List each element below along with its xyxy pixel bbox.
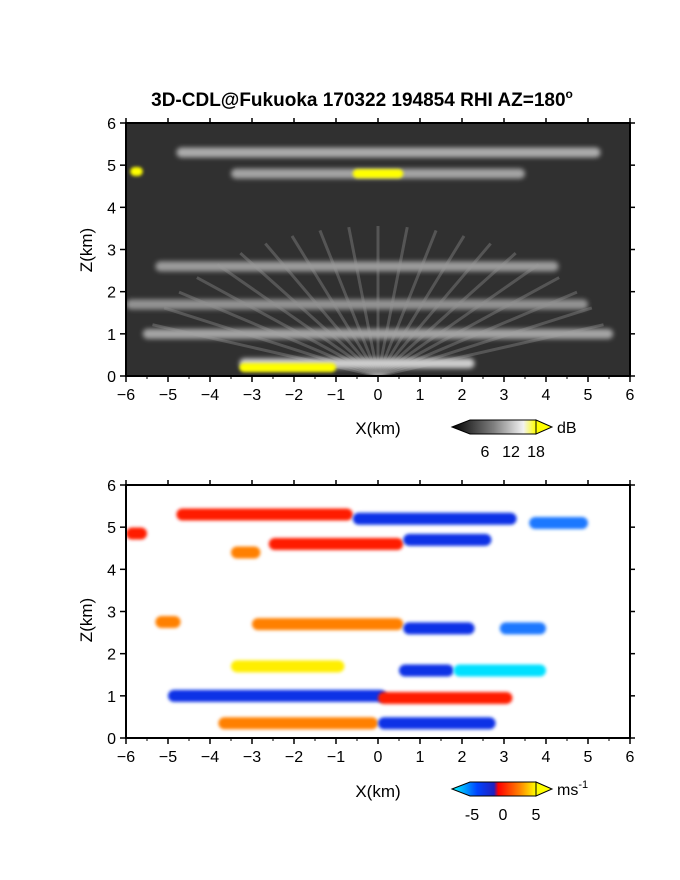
x-tick-label: 3 [500, 387, 509, 404]
velocity-ylabel: Z(km) [77, 598, 96, 642]
beam-streak [216, 263, 379, 376]
x-tick-label: −2 [285, 749, 303, 766]
x-tick-label: −5 [159, 749, 177, 766]
x-tick-label: −1 [327, 387, 345, 404]
x-tick-label: 1 [416, 749, 425, 766]
velocity-layer [378, 717, 496, 730]
velocity-panel: −6 −5 −4 −3 −2 −1 0 1 2 3 4 5 6 0 1 2 3 4 5 6 X(km) Z(km) m… [77, 478, 635, 824]
reflectivity-marks [126, 147, 614, 376]
figure-title: 3D-CDL@Fukuoka 170322 194854 RHI AZ=180o [151, 87, 573, 111]
velocity-colorbar-bar [450, 781, 537, 797]
reflectivity-colorbar-unit: dB [557, 420, 577, 437]
velocity-layer [399, 664, 454, 677]
x-tick-label: −6 [117, 749, 135, 766]
y-tick-label: 5 [107, 520, 116, 537]
velocity-layer [168, 689, 387, 702]
velocity-layer [252, 618, 404, 631]
y-tick-label: 6 [107, 116, 116, 133]
x-tick-label: 6 [626, 749, 635, 766]
x-tick-label: −3 [243, 749, 261, 766]
reflectivity-ticks: −6 −5 −4 −3 −2 −1 0 1 2 3 4 5 6 0 1 2 3 4 5 6 [107, 116, 635, 404]
velocity-layer [378, 691, 513, 704]
x-tick-label: 1 [416, 387, 425, 404]
reflectivity-colorbar-tick: 6 [481, 444, 490, 461]
velocity-layer [218, 717, 378, 730]
velocity-colorbar-unit: ms-1 [557, 779, 588, 799]
x-tick-label: 2 [458, 749, 467, 766]
beam-streak [377, 252, 517, 376]
x-tick-label: −5 [159, 387, 177, 404]
echo-layer [142, 328, 614, 339]
x-tick-label: 5 [584, 387, 593, 404]
reflectivity-xlabel: X(km) [355, 419, 400, 438]
velocity-colorbar-tick: -5 [465, 807, 479, 824]
y-tick-label: 5 [107, 158, 116, 175]
velocity-layer [499, 622, 546, 635]
velocity-layer [352, 512, 517, 525]
reflectivity-colorbar-tick: 12 [502, 444, 520, 461]
x-tick-label: 3 [500, 749, 509, 766]
x-tick-label: 4 [542, 749, 551, 766]
x-tick-label: 2 [458, 387, 467, 404]
reflectivity-colorbar: dB 6 12 18 [450, 419, 577, 461]
velocity-layer [155, 616, 181, 629]
x-tick-label: −1 [327, 749, 345, 766]
x-tick-label: 4 [542, 387, 551, 404]
y-tick-label: 4 [107, 200, 116, 217]
y-tick-label: 2 [107, 285, 116, 302]
y-tick-label: 1 [107, 327, 116, 344]
x-tick-label: 6 [626, 387, 635, 404]
velocity-layer [176, 508, 353, 521]
beam-streak [239, 252, 379, 376]
velocity-colorbar-tick: 0 [499, 807, 508, 824]
echo-layer [130, 166, 143, 176]
velocity-layer [403, 533, 492, 546]
velocity-layer [126, 527, 147, 540]
x-tick-label: 0 [374, 387, 383, 404]
reflectivity-ylabel: Z(km) [77, 228, 96, 272]
velocity-colorbar-arrow [535, 781, 554, 797]
x-tick-label: −6 [117, 387, 135, 404]
beam-streak [377, 263, 540, 376]
y-tick-label: 3 [107, 605, 116, 622]
velocity-layer [453, 664, 546, 677]
y-tick-label: 0 [107, 369, 116, 386]
echo-layer [126, 299, 588, 310]
x-tick-label: −3 [243, 387, 261, 404]
x-tick-label: −2 [285, 387, 303, 404]
y-tick-label: 4 [107, 562, 116, 579]
echo-layer [176, 147, 601, 158]
x-tick-label: 5 [584, 749, 593, 766]
velocity-ticks: −6 −5 −4 −3 −2 −1 0 1 2 3 4 5 6 0 1 2 3 4 5 6 [107, 478, 635, 766]
velocity-xlabel: X(km) [355, 782, 400, 801]
x-tick-label: −4 [201, 749, 219, 766]
echo-layer [155, 261, 559, 272]
velocity-colorbar-tick: 5 [532, 807, 541, 824]
y-tick-label: 2 [107, 647, 116, 664]
velocity-layer [529, 516, 588, 529]
y-tick-label: 3 [107, 243, 116, 260]
y-tick-label: 0 [107, 731, 116, 748]
y-tick-label: 6 [107, 478, 116, 495]
y-tick-label: 1 [107, 689, 116, 706]
x-tick-label: −4 [201, 387, 219, 404]
x-tick-label: 0 [374, 749, 383, 766]
echo-layer [239, 363, 336, 373]
velocity-layer [231, 546, 261, 559]
velocity-layer [268, 538, 404, 551]
velocity-layer [403, 622, 475, 635]
reflectivity-colorbar-arrow [535, 419, 554, 435]
velocity-colorbar: ms-1 -5 0 5 [450, 779, 588, 824]
reflectivity-colorbar-tick: 18 [527, 444, 545, 461]
reflectivity-colorbar-bar [450, 419, 537, 435]
velocity-layer [231, 660, 345, 673]
velocity-marks [126, 508, 588, 730]
echo-layer [352, 169, 404, 179]
